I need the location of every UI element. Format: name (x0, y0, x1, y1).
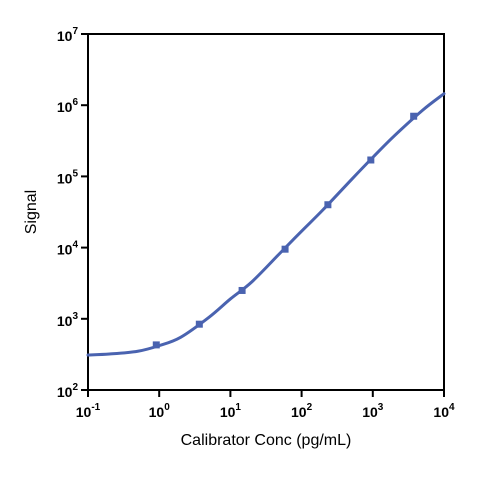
y-tick-label-base: 10 (57, 313, 73, 329)
y-tick-label-base: 10 (57, 28, 73, 44)
y-tick-label: 105 (57, 168, 79, 186)
y-axis-label: Signal (23, 190, 40, 234)
x-tick-label: 104 (433, 402, 455, 420)
x-tick-label-base: 10 (220, 404, 236, 420)
x-tick-label-exponent: -1 (91, 402, 100, 413)
y-tick-label: 106 (57, 97, 79, 115)
y-tick-label-exponent: 4 (72, 240, 78, 251)
plot-frame (87, 33, 445, 391)
y-tick-label-exponent: 2 (72, 382, 78, 393)
data-point-marker (410, 112, 418, 120)
y-tick-label-base: 10 (57, 99, 73, 115)
x-tick-label: 10-1 (76, 402, 101, 420)
data-point-marker (324, 201, 332, 209)
x-tick-label-exponent: 2 (307, 402, 313, 413)
data-point-marker (281, 245, 289, 253)
data-point-marker (238, 286, 246, 294)
x-tick-label: 100 (149, 402, 171, 420)
y-tick-label-exponent: 7 (72, 26, 78, 37)
x-tick-label-exponent: 4 (449, 402, 455, 413)
y-tick-label-base: 10 (57, 384, 73, 400)
x-tick-label: 102 (291, 402, 313, 420)
data-point-marker (195, 320, 203, 328)
y-tick-label-base: 10 (57, 242, 73, 258)
fit-curve-line (86, 92, 446, 357)
y-tick-label: 103 (57, 311, 79, 329)
data-point-marker (152, 341, 160, 349)
x-tick-label-base: 10 (291, 404, 307, 420)
y-tick-label: 102 (57, 382, 79, 400)
x-tick-label-base: 10 (76, 404, 92, 420)
series-layer (86, 92, 446, 357)
x-tick-label: 101 (220, 402, 242, 420)
y-tick-label-exponent: 6 (72, 97, 78, 108)
y-tick-label: 107 (57, 26, 79, 44)
x-tick-label-base: 10 (433, 404, 449, 420)
x-tick-label-base: 10 (362, 404, 378, 420)
x-tick-label-exponent: 1 (235, 402, 241, 413)
x-tick-label: 103 (362, 402, 384, 420)
y-tick-label-exponent: 5 (72, 168, 78, 179)
y-tick-label: 104 (57, 240, 79, 258)
x-axis-ticks: 10-1 100 101 102 103 104 (76, 390, 455, 420)
x-tick-label-exponent: 3 (378, 402, 384, 413)
y-tick-label-base: 10 (57, 170, 73, 186)
data-point-marker (367, 156, 375, 164)
x-tick-label-base: 10 (149, 404, 165, 420)
x-axis-label: Calibrator Conc (pg/mL) (181, 432, 352, 449)
y-tick-label-exponent: 3 (72, 311, 78, 322)
x-tick-label-exponent: 0 (164, 402, 170, 413)
